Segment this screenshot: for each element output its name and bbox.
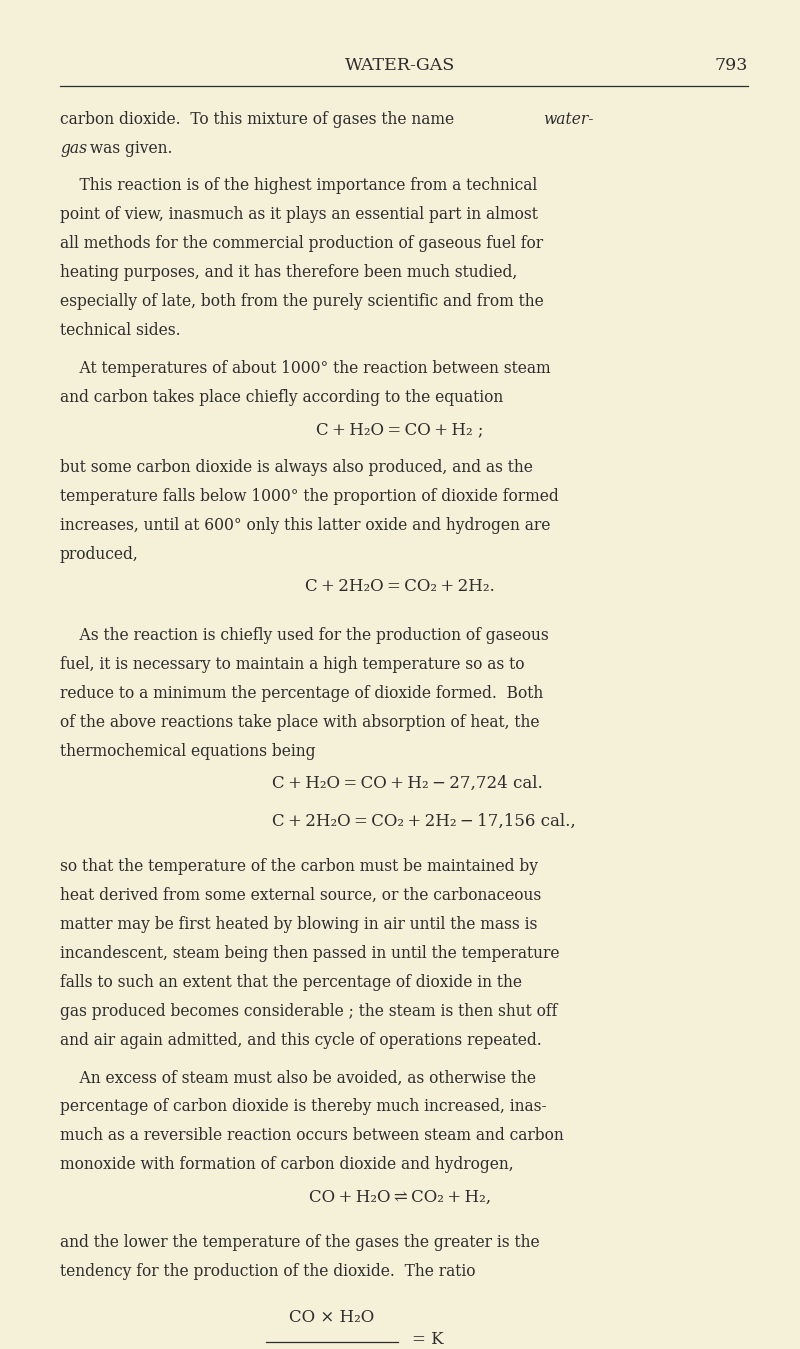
Text: much as a reversible reaction occurs between steam and carbon: much as a reversible reaction occurs bet…	[60, 1128, 564, 1144]
Text: temperature falls below 1000° the proportion of dioxide formed: temperature falls below 1000° the propor…	[60, 488, 558, 505]
Text: At temperatures of about 1000° the reaction between steam: At temperatures of about 1000° the react…	[60, 360, 550, 378]
Text: fuel, it is necessary to maintain a high temperature so as to: fuel, it is necessary to maintain a high…	[60, 656, 525, 673]
Text: percentage of carbon dioxide is thereby much increased, inas-: percentage of carbon dioxide is thereby …	[60, 1098, 546, 1116]
Text: incandescent, steam being then passed in until the temperature: incandescent, steam being then passed in…	[60, 944, 559, 962]
Text: C + H₂O = CO + H₂ ;: C + H₂O = CO + H₂ ;	[316, 421, 484, 438]
Text: thermochemical equations being: thermochemical equations being	[60, 743, 315, 759]
Text: CO + H₂O ⇌ CO₂ + H₂,: CO + H₂O ⇌ CO₂ + H₂,	[309, 1188, 491, 1206]
Text: 793: 793	[714, 57, 748, 74]
Text: An excess of steam must also be avoided, as otherwise the: An excess of steam must also be avoided,…	[60, 1070, 536, 1086]
Text: of the above reactions take place with absorption of heat, the: of the above reactions take place with a…	[60, 714, 539, 731]
Text: reduce to a minimum the percentage of dioxide formed.  Both: reduce to a minimum the percentage of di…	[60, 685, 543, 701]
Text: but some carbon dioxide is always also produced, and as the: but some carbon dioxide is always also p…	[60, 459, 533, 476]
Text: C + 2H₂O = CO₂ + 2H₂.: C + 2H₂O = CO₂ + 2H₂.	[305, 577, 495, 595]
Text: CO × H₂O: CO × H₂O	[290, 1309, 374, 1326]
Text: heating purposes, and it has therefore been much studied,: heating purposes, and it has therefore b…	[60, 264, 518, 282]
Text: technical sides.: technical sides.	[60, 322, 181, 340]
Text: tendency for the production of the dioxide.  The ratio: tendency for the production of the dioxi…	[60, 1263, 475, 1280]
Text: point of view, inasmuch as it plays an essential part in almost: point of view, inasmuch as it plays an e…	[60, 206, 538, 224]
Text: so that the temperature of the carbon must be maintained by: so that the temperature of the carbon mu…	[60, 858, 538, 874]
Text: carbon dioxide.  To this mixture of gases the name: carbon dioxide. To this mixture of gases…	[60, 111, 459, 128]
Text: and the lower the temperature of the gases the greater is the: and the lower the temperature of the gas…	[60, 1234, 540, 1251]
Text: This reaction is of the highest importance from a technical: This reaction is of the highest importan…	[60, 177, 538, 194]
Text: and carbon takes place chiefly according to the equation: and carbon takes place chiefly according…	[60, 389, 503, 406]
Text: = K: = K	[413, 1331, 444, 1348]
Text: As the reaction is chiefly used for the production of gaseous: As the reaction is chiefly used for the …	[60, 627, 549, 643]
Text: gas produced becomes considerable ; the steam is then shut off: gas produced becomes considerable ; the …	[60, 1002, 558, 1020]
Text: gas: gas	[60, 140, 87, 156]
Text: increases, until at 600° only this latter oxide and hydrogen are: increases, until at 600° only this latte…	[60, 517, 550, 534]
Text: especially of late, both from the purely scientific and from the: especially of late, both from the purely…	[60, 293, 544, 310]
Text: monoxide with formation of carbon dioxide and hydrogen,: monoxide with formation of carbon dioxid…	[60, 1156, 514, 1174]
Text: matter may be first heated by blowing in air until the mass is: matter may be first heated by blowing in…	[60, 916, 538, 932]
Text: produced,: produced,	[60, 546, 138, 563]
Text: heat derived from some external source, or the carbonaceous: heat derived from some external source, …	[60, 886, 542, 904]
Text: and air again admitted, and this cycle of operations repeated.: and air again admitted, and this cycle o…	[60, 1032, 542, 1048]
Text: C + H₂O = CO + H₂ − 27,724 cal.: C + H₂O = CO + H₂ − 27,724 cal.	[272, 774, 542, 792]
Text: water-: water-	[543, 111, 594, 128]
Text: C + 2H₂O = CO₂ + 2H₂ − 17,156 cal.,: C + 2H₂O = CO₂ + 2H₂ − 17,156 cal.,	[272, 812, 576, 830]
Text: falls to such an extent that the percentage of dioxide in the: falls to such an extent that the percent…	[60, 974, 522, 990]
Text: WATER-GAS: WATER-GAS	[345, 57, 455, 74]
Text: was given.: was given.	[85, 140, 172, 156]
Text: all methods for the commercial production of gaseous fuel for: all methods for the commercial productio…	[60, 235, 543, 252]
